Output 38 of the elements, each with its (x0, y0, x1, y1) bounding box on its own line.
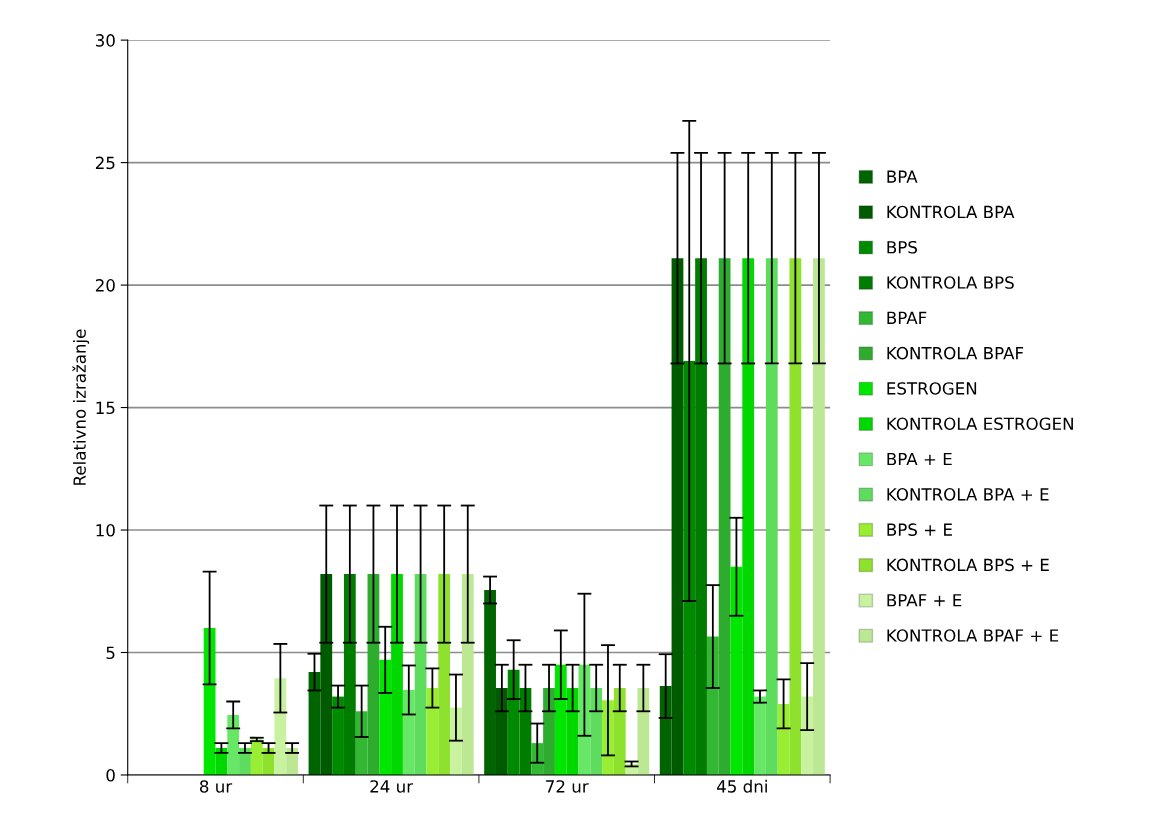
bar (730, 566, 743, 775)
bar (683, 361, 696, 775)
bar (507, 669, 520, 775)
legend-label: BPAF + E (887, 594, 962, 607)
legend-label: BPS (887, 240, 917, 254)
y-tick-label: 20 (95, 279, 115, 292)
bar (566, 688, 579, 775)
legend-label: ESTROGEN (887, 382, 977, 395)
bar (203, 628, 216, 775)
legend-label: KONTROLA BPA (887, 205, 1015, 219)
y-tick-label: 0 (106, 768, 115, 782)
bar (391, 574, 403, 775)
x-tick-label: 45 dni (716, 779, 767, 793)
bar (343, 574, 356, 775)
y-tick-label: 30 (95, 34, 115, 47)
bar (695, 258, 707, 775)
bar (332, 696, 344, 775)
legend-label: BPS + E (887, 523, 952, 536)
legend-label: BPA (887, 170, 918, 183)
legend-label: KONTROLA ESTROGEN (887, 417, 1073, 431)
x-tick-label: 24 ur (370, 780, 414, 793)
y-axis-title: Relativno izražanje (72, 329, 90, 485)
legend-label: KONTROLA BPS + E (887, 558, 1049, 572)
legend-label: KONTROLA BPS (887, 276, 1014, 289)
bar (742, 258, 755, 775)
legend-label: BPA + E (887, 452, 952, 466)
x-tick-label: 8 ur (199, 780, 233, 793)
y-tick-label: 25 (95, 156, 115, 170)
y-tick-label: 15 (96, 401, 115, 415)
legend-label: KONTROLA BPAF + E (887, 629, 1059, 642)
legend-label: KONTROLA BPA + E (887, 488, 1049, 501)
y-tick-label: 10 (96, 523, 115, 537)
bar (379, 659, 392, 775)
bar (554, 664, 567, 775)
x-tick-label: 72 ur (546, 780, 589, 793)
legend-label: KONTROLA BPAF (887, 346, 1024, 360)
y-tick-label: 5 (106, 646, 115, 660)
legend-label: BPAF (887, 311, 927, 324)
